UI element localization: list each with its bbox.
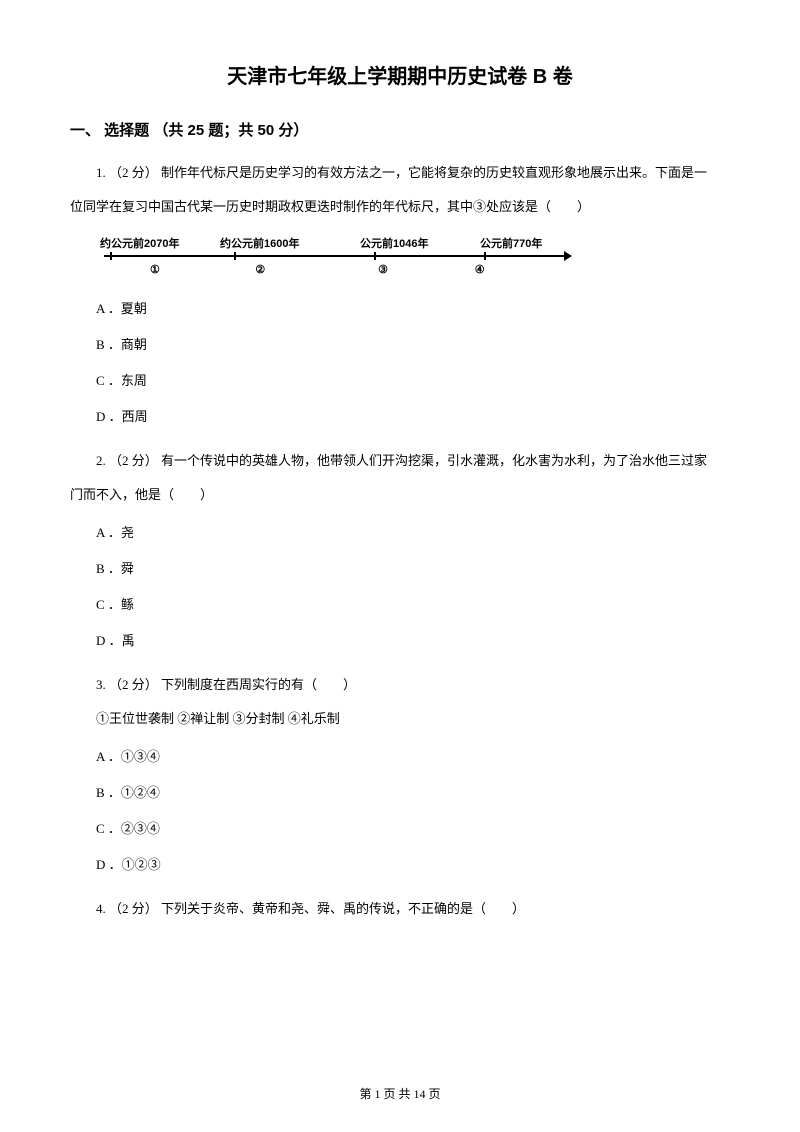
q3-sub-options: ①王位世袭制 ②禅让制 ③分封制 ④礼乐制 <box>70 706 730 732</box>
timeline-axis <box>104 255 564 257</box>
q4-stem: 4. （2 分） 下列关于炎帝、黄帝和尧、舜、禹的传说，不正确的是（ ） <box>70 896 730 922</box>
marker-4: ④ <box>475 263 580 276</box>
tick <box>110 252 112 260</box>
q3-option-c: C ．②③④ <box>70 816 730 842</box>
timeline-label-2: 约公元前1600年 <box>220 235 360 251</box>
q2-stem: 2. （2 分） 有一个传说中的英雄人物，他带领人们开沟挖渠，引水灌溉，化水害为… <box>70 448 730 474</box>
marker-2: ② <box>255 263 378 276</box>
q2-option-d: D ．禹 <box>70 628 730 654</box>
tick <box>234 252 236 260</box>
timeline-labels: 约公元前2070年 约公元前1600年 公元前1046年 公元前770年 <box>100 235 580 251</box>
q1-option-c: C ．东周 <box>70 368 730 394</box>
q1-text1: 制作年代标尺是历史学习的有效方法之一，它能将复杂的历史较直观形象地展示出来。下面… <box>161 165 707 180</box>
tick <box>374 252 376 260</box>
q4-points: （2 分） <box>109 901 158 916</box>
section-header: 一、 选择题 （共 25 题；共 50 分） <box>70 119 730 140</box>
q1-option-a: A ．夏朝 <box>70 296 730 322</box>
page-title: 天津市七年级上学期期中历史试卷 B 卷 <box>70 60 730 89</box>
marker-3: ③ <box>378 263 475 276</box>
q3-points: （2 分） <box>109 677 158 692</box>
q4-num: 4. <box>96 901 106 916</box>
q1-points: （2 分） <box>109 165 158 180</box>
page-footer: 第 1 页 共 14 页 <box>0 1085 800 1102</box>
q3-option-b: B ．①②④ <box>70 780 730 806</box>
q1-option-d: D ．西周 <box>70 404 730 430</box>
q3-text1: 下列制度在西周实行的有（ ） <box>161 677 356 692</box>
q3-option-a: A ．①③④ <box>70 744 730 770</box>
q2-text1: 有一个传说中的英雄人物，他带领人们开沟挖渠，引水灌溉，化水害为水利，为了治水他三… <box>161 453 707 468</box>
q2-stem-cont: 门而不入，他是（ ） <box>70 482 730 508</box>
q3-stem: 3. （2 分） 下列制度在西周实行的有（ ） <box>70 672 730 698</box>
q3-num: 3. <box>96 677 106 692</box>
tick <box>484 252 486 260</box>
timeline-label-3: 公元前1046年 <box>360 235 480 251</box>
q2-points: （2 分） <box>109 453 158 468</box>
q1-stem: 1. （2 分） 制作年代标尺是历史学习的有效方法之一，它能将复杂的历史较直观形… <box>70 160 730 186</box>
q2-num: 2. <box>96 453 109 468</box>
q4-text1: 下列关于炎帝、黄帝和尧、舜、禹的传说，不正确的是（ ） <box>161 901 525 916</box>
q1-option-b: B ．商朝 <box>70 332 730 358</box>
q1-num: 1. <box>96 165 106 180</box>
timeline-label-1: 约公元前2070年 <box>100 235 220 251</box>
q3-option-d: D ．①②③ <box>70 852 730 878</box>
q1-stem-cont: 位同学在复习中国古代某一历史时期政权更迭时制作的年代标尺，其中③处应该是（ ） <box>70 194 730 220</box>
timeline-label-4: 公元前770年 <box>480 235 580 251</box>
marker-1: ① <box>150 263 255 276</box>
q2-option-c: C ．鲧 <box>70 592 730 618</box>
q2-option-a: A ．尧 <box>70 520 730 546</box>
q2-option-b: B ．舜 <box>70 556 730 582</box>
timeline-diagram: 约公元前2070年 约公元前1600年 公元前1046年 公元前770年 ① ②… <box>100 235 580 276</box>
timeline-markers: ① ② ③ ④ <box>100 263 580 276</box>
